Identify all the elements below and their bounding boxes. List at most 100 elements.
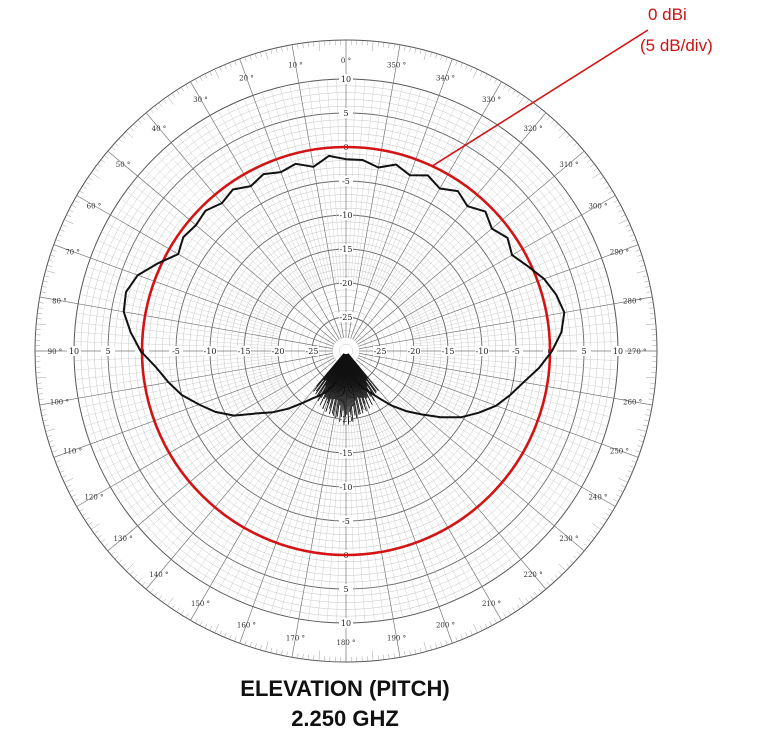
minor-spoke [163, 148, 301, 301]
minor-spoke [76, 360, 279, 390]
degree-tick [573, 142, 578, 147]
minor-spoke [362, 416, 412, 615]
angle-tick-label: 190 ° [387, 635, 406, 643]
degree-tick [224, 632, 227, 638]
degree-tick [473, 623, 478, 633]
annotation-line-2: (5 dB/div) [640, 36, 713, 55]
major-spoke [354, 361, 547, 590]
major-spoke [39, 296, 333, 349]
minor-spoke [394, 398, 542, 541]
radial-label-bg [339, 278, 353, 288]
degree-tick [613, 499, 619, 502]
degree-tick [649, 312, 655, 314]
radial-tick-label: -20 [408, 347, 421, 356]
angle-tick-label: 310 ° [559, 161, 578, 169]
minor-spoke [75, 322, 279, 345]
radial-tick-label: 10 [341, 75, 351, 84]
minor-spoke [75, 357, 279, 380]
degree-tick [181, 610, 185, 615]
angle-tick-label: 240 ° [588, 494, 607, 502]
degree-tick [133, 123, 138, 128]
radial-tick-label: -5 [342, 177, 350, 186]
minor-spoke [97, 378, 284, 462]
radial-tick-label: -15 [442, 347, 455, 356]
minor-spoke [411, 367, 610, 417]
degree-tick [36, 318, 42, 320]
degree-tick [525, 99, 529, 104]
major-spoke [352, 362, 502, 621]
minor-spoke [270, 416, 328, 613]
degree-tick [71, 204, 76, 208]
radial-label-bg [339, 244, 353, 254]
degree-tick [372, 41, 374, 52]
degree-tick [249, 641, 252, 647]
degree-tick [546, 116, 551, 121]
radial-label-bg [169, 346, 183, 356]
degree-tick [445, 640, 448, 646]
degree-tick [260, 645, 262, 651]
minor-spoke [87, 371, 282, 436]
radial-label-bg [475, 346, 489, 356]
degree-tick [229, 62, 232, 68]
radial-label-bg [611, 346, 625, 356]
radial-tick-label: 5 [581, 347, 586, 356]
degree-tick [565, 563, 570, 568]
angle-tick-label: 60 ° [87, 203, 102, 211]
degree-tick [558, 127, 563, 132]
annotation-leader-line [431, 29, 649, 167]
degree-tick [423, 50, 427, 61]
major-spoke [190, 81, 340, 340]
minor-spoke [150, 398, 298, 541]
major-spoke [107, 150, 336, 343]
degree-tick [465, 632, 468, 638]
degree-tick [281, 650, 283, 656]
minor-spoke [366, 415, 431, 610]
radial-label-bg [441, 346, 455, 356]
minor-spoke [410, 266, 605, 331]
degree-tick [576, 150, 585, 158]
radial-label-bg [339, 584, 353, 594]
degree-tick [73, 499, 79, 502]
degree-tick [214, 623, 219, 633]
minor-spoke [307, 418, 337, 621]
degree-tick [620, 484, 626, 488]
degree-tick [209, 71, 213, 77]
degree-tick [569, 559, 574, 564]
degree-tick [460, 634, 463, 640]
degree-tick [254, 643, 257, 649]
angle-tick-label: 0 ° [341, 57, 351, 65]
degree-tick [430, 51, 432, 57]
minor-spoke [413, 355, 618, 371]
degree-tick [195, 618, 198, 624]
minor-spoke [385, 130, 507, 297]
degree-tick [185, 613, 189, 618]
major-spoke [348, 44, 401, 338]
major-spoke [359, 353, 653, 406]
degree-tick [554, 574, 559, 579]
degree-tick [42, 419, 48, 422]
degree-tick [592, 523, 601, 530]
degree-tick [76, 195, 86, 201]
minor-spoke [105, 223, 287, 320]
minor-spoke [412, 364, 613, 408]
minor-spoke [413, 360, 616, 390]
minor-spoke [270, 89, 328, 286]
degree-tick [114, 555, 119, 560]
degree-tick [281, 46, 283, 52]
degree-tick [593, 168, 598, 172]
degree-tick [68, 489, 74, 493]
degree-tick [286, 45, 288, 51]
degree-tick [516, 93, 521, 98]
minor-spoke [408, 248, 599, 326]
degree-tick [642, 403, 653, 406]
degree-tick [383, 42, 385, 48]
minor-spoke [326, 79, 342, 284]
degree-tick [525, 598, 529, 603]
minor-spoke [317, 80, 340, 284]
radial-label-bg [509, 346, 523, 356]
degree-tick [37, 312, 43, 314]
degree-tick [565, 134, 570, 139]
degree-tick [602, 517, 607, 521]
degree-tick [125, 563, 134, 572]
degree-tick [503, 84, 507, 89]
